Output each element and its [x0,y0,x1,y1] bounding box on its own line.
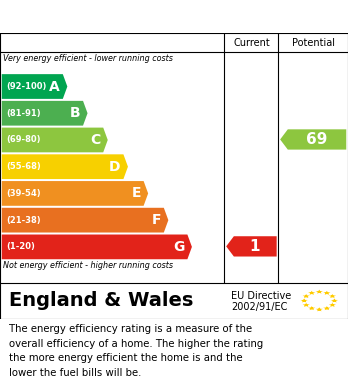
Polygon shape [2,127,108,152]
Polygon shape [308,291,315,295]
Polygon shape [280,129,346,150]
Text: Not energy efficient - higher running costs: Not energy efficient - higher running co… [3,262,174,271]
Polygon shape [331,298,338,303]
Text: G: G [173,240,184,254]
Text: (1-20): (1-20) [6,242,35,251]
Text: Potential: Potential [292,38,335,48]
Polygon shape [226,236,277,256]
Polygon shape [316,290,323,294]
Polygon shape [323,291,331,295]
Text: 1: 1 [250,239,260,254]
Text: D: D [109,160,121,174]
Polygon shape [323,306,331,310]
Text: (81-91): (81-91) [6,109,40,118]
Polygon shape [329,303,336,307]
Text: B: B [70,106,80,120]
Text: 2002/91/EC: 2002/91/EC [231,302,288,312]
Polygon shape [316,307,323,311]
Polygon shape [302,303,310,307]
Text: England & Wales: England & Wales [9,291,193,310]
Text: Current: Current [233,38,270,48]
Text: (39-54): (39-54) [6,189,40,198]
Polygon shape [2,154,128,179]
Text: C: C [90,133,101,147]
Text: A: A [49,79,60,93]
Polygon shape [2,74,68,99]
Text: Energy Efficiency Rating: Energy Efficiency Rating [9,8,249,26]
Text: (92-100): (92-100) [6,82,46,91]
Polygon shape [302,294,310,298]
Polygon shape [308,306,315,310]
Text: (55-68): (55-68) [6,162,41,171]
Text: 69: 69 [306,132,327,147]
Text: Very energy efficient - lower running costs: Very energy efficient - lower running co… [3,54,173,63]
Text: (21-38): (21-38) [6,216,40,225]
Polygon shape [2,101,88,126]
Text: The energy efficiency rating is a measure of the
overall efficiency of a home. T: The energy efficiency rating is a measur… [9,325,263,378]
Polygon shape [2,235,192,259]
Text: F: F [151,213,161,227]
Polygon shape [329,294,336,298]
Text: E: E [131,187,141,201]
Text: (69-80): (69-80) [6,135,40,144]
Polygon shape [2,208,168,233]
Polygon shape [301,298,308,303]
Polygon shape [2,181,148,206]
Text: EU Directive: EU Directive [231,291,292,301]
